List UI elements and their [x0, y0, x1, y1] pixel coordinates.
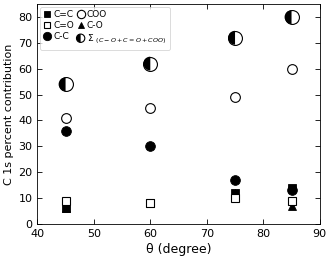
- Point: [232, 36, 238, 40]
- Y-axis label: C 1s percent contribution: C 1s percent contribution: [4, 43, 14, 185]
- Point: [148, 62, 153, 66]
- Legend: C=C, C=O, C-C, COO, C-O, $\Sigma$ $_{(C-O + C=O + COO)}$: C=C, C=O, C-C, COO, C-O, $\Sigma$ $_{(C-…: [40, 7, 169, 49]
- Point: [289, 15, 294, 19]
- Point: [63, 82, 68, 86]
- X-axis label: θ (degree): θ (degree): [146, 243, 211, 256]
- Point: [232, 36, 238, 40]
- Point: [148, 62, 153, 66]
- Point: [289, 15, 294, 19]
- Point: [63, 82, 68, 86]
